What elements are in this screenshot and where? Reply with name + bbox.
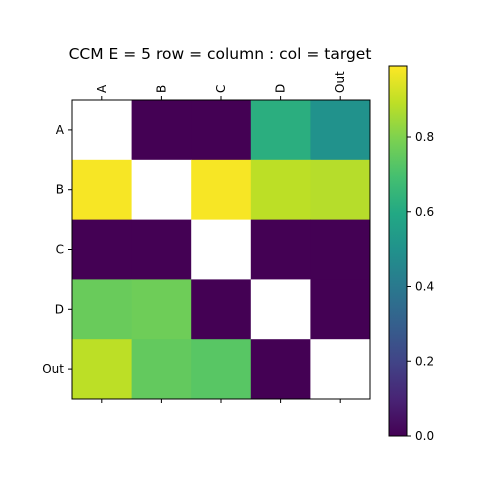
x-tick-label-A: A: [95, 84, 109, 93]
heatmap-cell-D-D: [250, 279, 311, 340]
heatmap-cell-A-Out: [310, 100, 371, 161]
heatmap-cell-Out-B: [131, 339, 192, 400]
colorbar-tick-label: 0.8: [415, 130, 434, 144]
heatmap-cells: [72, 100, 371, 400]
y-tick-label-Out: Out: [42, 362, 64, 376]
colorbar-tick-label: 0.2: [415, 354, 434, 368]
heatmap-cell-B-A: [72, 159, 133, 221]
heatmap-cell-D-Out: [310, 279, 371, 340]
x-tick-label-C: C: [214, 85, 228, 93]
heatmap-cell-D-C: [191, 279, 252, 340]
heatmap-cell-B-B: [131, 159, 192, 221]
heatmap-cell-B-D: [250, 159, 311, 221]
heatmap-cell-B-C: [191, 159, 252, 221]
heatmap-cell-D-B: [131, 279, 192, 340]
heatmap-cell-D-A: [72, 279, 133, 340]
colorbar-tick-label: 0.6: [415, 205, 434, 219]
x-tick-label-D: D: [274, 84, 288, 93]
heatmap-cell-Out-D: [250, 339, 311, 400]
x-tick-label-B: B: [154, 85, 168, 93]
colorbar: [388, 65, 408, 437]
heatmap-frame: [71, 99, 371, 400]
chart-title: CCM E = 5 row = column : col = target: [69, 45, 372, 63]
y-tick-label-C: C: [56, 243, 64, 257]
y-tick-label-D: D: [55, 302, 64, 316]
heatmap-cell-Out-C: [191, 339, 252, 400]
x-axis-ticks: A B C D Out: [95, 71, 347, 403]
heatmap-cell-B-Out: [310, 159, 371, 221]
heatmap-cell-A-D: [250, 100, 311, 161]
heatmap-cell-C-D: [250, 219, 311, 280]
colorbar-ticks: 0.0 0.2 0.4 0.6 0.8: [407, 130, 434, 443]
heatmap-cell-C-B: [131, 219, 192, 280]
y-tick-label-A: A: [56, 123, 65, 137]
y-axis-ticks: A B C D Out: [42, 123, 72, 376]
heatmap-cell-C-C: [191, 219, 252, 280]
heatmap-cell-Out-A: [72, 339, 133, 400]
x-tick-label-Out: Out: [333, 71, 347, 93]
heatmap-cell-Out-Out: [310, 339, 371, 400]
heatmap-cell-A-C: [191, 100, 252, 161]
heatmap-cell-A-B: [131, 100, 192, 161]
colorbar-tick-label: 0.0: [415, 429, 434, 443]
heatmap-cell-C-Out: [310, 219, 371, 280]
heatmap-cell-A-A: [72, 100, 133, 161]
y-tick-label-B: B: [56, 183, 64, 197]
heatmap-cell-C-A: [72, 219, 133, 280]
colorbar-tick-label: 0.4: [415, 280, 434, 294]
